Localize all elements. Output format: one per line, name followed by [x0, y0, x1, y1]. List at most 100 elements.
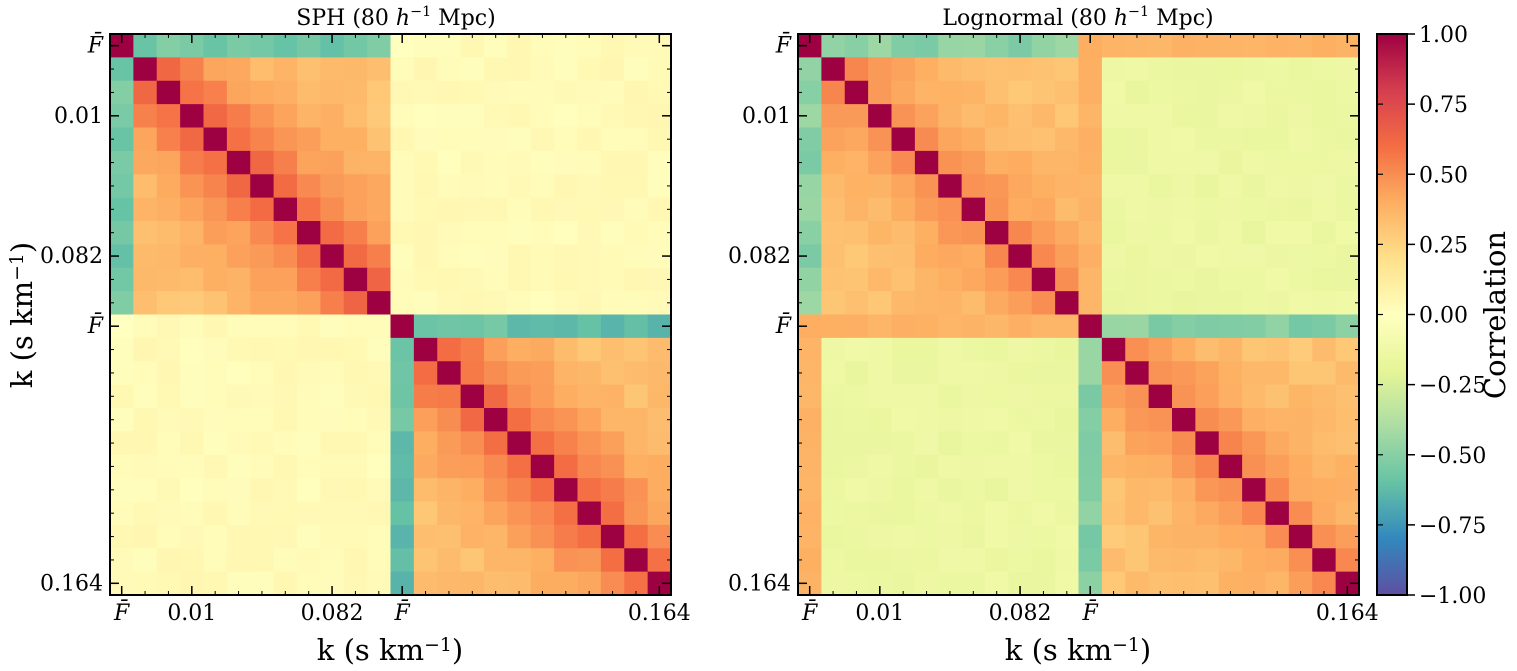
heatmap-cell: [1218, 221, 1243, 245]
heatmap-cell: [1031, 291, 1056, 316]
heatmap-cell: [437, 104, 462, 129]
heatmap-cell: [413, 244, 438, 269]
heatmap-cell: [110, 104, 134, 129]
heatmap-cell: [1288, 314, 1313, 339]
heatmap-cell: [600, 478, 625, 503]
heatmap-cell: [647, 197, 672, 222]
heatmap-cell: [821, 548, 846, 573]
heatmap-cell: [577, 57, 602, 82]
heatmap-cell: [868, 34, 893, 58]
heatmap-cell: [600, 408, 625, 432]
heatmap-cell: [110, 127, 134, 152]
heatmap-cell: [1195, 408, 1220, 432]
heatmap-cell: [484, 361, 508, 386]
heatmap-cell: [1312, 104, 1337, 129]
heatmap-cell: [320, 524, 345, 549]
heatmap-cell: [530, 337, 555, 362]
heatmap-cell: [624, 314, 649, 339]
heatmap-cell: [1101, 244, 1126, 269]
heatmap-cell: [1335, 221, 1360, 245]
heatmap-cell: [821, 150, 846, 175]
heatmap-cell: [821, 384, 846, 409]
heatmap-cell: [1312, 244, 1337, 269]
heatmap-cell: [273, 571, 298, 596]
heatmap-cell: [530, 408, 555, 432]
heatmap-cell: [1195, 384, 1220, 409]
heatmap-cell: [1031, 337, 1056, 362]
heatmap-cell: [1172, 80, 1196, 105]
heatmap-cell: [1242, 197, 1267, 222]
heatmap-cell: [600, 314, 625, 339]
heatmap-cell: [1265, 478, 1290, 503]
heatmap-cell: [203, 244, 228, 269]
heatmap-cell: [844, 571, 869, 596]
heatmap-cell: [647, 174, 672, 199]
heatmap-cell: [367, 80, 392, 105]
heatmap-cell: [1242, 34, 1267, 58]
heatmap-cell: [914, 267, 939, 292]
heatmap-cell: [343, 104, 368, 129]
heatmap-cell: [437, 197, 462, 222]
heatmap-cell: [390, 150, 415, 175]
heatmap-cell: [891, 571, 916, 596]
heatmap-cell: [1265, 501, 1290, 526]
heatmap-cell: [961, 34, 986, 58]
heatmap-cell: [844, 221, 869, 245]
heatmap-cell: [1125, 57, 1150, 82]
heatmap-cell: [437, 548, 462, 573]
heatmap-cell: [1265, 431, 1290, 456]
heatmap-cell: [891, 548, 916, 573]
heatmap-cell: [1242, 548, 1267, 573]
heatmap-cell: [821, 501, 846, 526]
heatmap-cell: [1055, 571, 1080, 596]
heatmap-cell: [1148, 408, 1173, 432]
heatmap-cell: [1101, 80, 1126, 105]
heatmap-cell: [180, 454, 205, 479]
heatmap-cell: [343, 174, 368, 199]
heatmap-cell: [985, 104, 1009, 129]
heatmap-cell: [1242, 314, 1267, 339]
heatmap-cell: [250, 57, 275, 82]
heatmap-cell: [1125, 221, 1150, 245]
heatmap-cell: [226, 291, 251, 316]
heatmap-cell: [226, 244, 251, 269]
heatmap-cell: [647, 267, 672, 292]
heatmap-cell: [250, 221, 275, 245]
heatmap-cell: [914, 384, 939, 409]
heatmap-cell: [110, 408, 134, 432]
heatmap-cell: [600, 221, 625, 245]
heatmap-cell: [868, 127, 893, 152]
heatmap-cell: [250, 361, 275, 386]
heatmap-cell: [180, 524, 205, 549]
heatmap-cell: [1312, 571, 1337, 596]
heatmap-cell: [297, 337, 321, 362]
heatmap-cell: [554, 174, 579, 199]
heatmap-cell: [180, 361, 205, 386]
heatmap-cell: [1008, 127, 1033, 152]
heatmap-cell: [343, 150, 368, 175]
heatmap-cell: [891, 80, 916, 105]
heatmap-cell: [343, 34, 368, 58]
heatmap-cell: [821, 127, 846, 152]
heatmap-cell: [203, 150, 228, 175]
heatmap-cell: [1335, 314, 1360, 339]
heatmap-cell: [133, 291, 158, 316]
heatmap-cell: [554, 454, 579, 479]
heatmap-cell: [985, 80, 1009, 105]
heatmap-cell: [821, 524, 846, 549]
heatmap-cell: [1195, 244, 1220, 269]
heatmap-cell: [133, 221, 158, 245]
heatmap-cell: [624, 34, 649, 58]
heatmap-cell: [1265, 57, 1290, 82]
heatmap-cell: [891, 478, 916, 503]
heatmap-cell: [844, 478, 869, 503]
heatmap-cell: [868, 80, 893, 105]
heatmap-cell: [484, 431, 508, 456]
heatmap-cell: [938, 408, 963, 432]
heatmap-cell: [320, 127, 345, 152]
heatmap-cell: [110, 361, 134, 386]
heatmap-cell: [1101, 361, 1126, 386]
heatmap-cell: [437, 221, 462, 245]
heatmap-cell: [367, 104, 392, 129]
heatmap-cell: [985, 150, 1009, 175]
